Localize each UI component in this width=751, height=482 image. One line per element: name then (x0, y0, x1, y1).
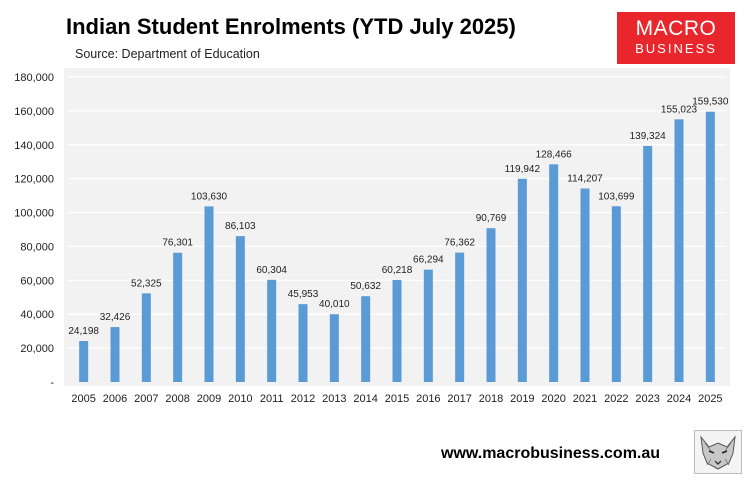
data-label: 76,301 (162, 238, 193, 249)
data-label: 66,294 (413, 255, 444, 266)
data-label: 45,953 (288, 289, 319, 300)
data-label: 76,362 (444, 238, 475, 249)
bar (580, 188, 590, 382)
data-label: 128,466 (536, 149, 573, 160)
x-tick-label: 2007 (134, 393, 158, 405)
data-label: 155,023 (661, 104, 698, 115)
y-tick-label: 20,000 (20, 343, 54, 355)
x-tick-label: 2009 (197, 393, 221, 405)
bar (423, 269, 433, 382)
x-tick-label: 2011 (260, 393, 284, 405)
data-label: 86,103 (225, 221, 256, 232)
x-tick-label: 2005 (71, 393, 95, 405)
x-tick-label: 2006 (103, 393, 127, 405)
bar (549, 164, 559, 382)
y-tick-label: 140,000 (14, 140, 54, 152)
data-label: 114,207 (567, 173, 603, 184)
chart-source: Source: Department of Education (75, 47, 260, 61)
y-tick-label: 160,000 (14, 106, 54, 118)
x-tick-label: 2017 (447, 393, 471, 405)
data-label: 32,426 (100, 312, 131, 323)
bar (643, 145, 653, 382)
chart-title: Indian Student Enrolments (YTD July 2025… (66, 14, 516, 39)
data-label: 139,324 (630, 131, 667, 142)
bar (392, 279, 402, 382)
bar (611, 206, 621, 382)
bar (235, 236, 245, 382)
data-label: 60,304 (256, 265, 287, 276)
bar (455, 252, 465, 382)
x-tick-label: 2008 (165, 393, 189, 405)
x-tick-label: 2021 (573, 393, 597, 405)
macrobusiness-logo: MACRO BUSINESS (617, 12, 735, 64)
x-tick-label: 2015 (385, 393, 409, 405)
logo-line-macro: MACRO (635, 17, 717, 40)
data-label: 119,942 (505, 164, 541, 175)
bar (329, 314, 339, 382)
bar (173, 252, 183, 382)
x-tick-label: 2019 (510, 393, 534, 405)
data-label: 40,010 (319, 299, 350, 310)
y-tick-label: - (50, 377, 54, 389)
x-tick-label: 2023 (635, 393, 659, 405)
bar (298, 304, 308, 382)
x-tick-label: 2025 (698, 393, 722, 405)
x-tick-label: 2012 (291, 393, 315, 405)
bar (674, 119, 684, 382)
website-url: www.macrobusiness.com.au (441, 445, 661, 462)
bar (361, 296, 371, 382)
x-tick-label: 2018 (479, 393, 503, 405)
x-tick-label: 2020 (541, 393, 565, 405)
y-tick-label: 180,000 (14, 72, 54, 84)
x-tick-label: 2013 (322, 393, 346, 405)
data-label: 52,325 (131, 278, 162, 289)
x-tick-label: 2024 (667, 393, 691, 405)
y-tick-label: 120,000 (14, 174, 54, 186)
data-label: 24,198 (68, 326, 99, 337)
data-label: 103,630 (191, 191, 228, 202)
bar (79, 340, 89, 382)
bar (705, 111, 715, 383)
data-label: 90,769 (476, 213, 507, 224)
x-tick-label: 2022 (604, 393, 628, 405)
y-tick-label: 60,000 (20, 275, 54, 287)
y-tick-label: 80,000 (20, 241, 54, 253)
data-label: 103,699 (598, 191, 635, 202)
y-tick-label: 100,000 (14, 208, 54, 220)
bar (204, 206, 214, 382)
bar (486, 228, 496, 382)
x-tick-label: 2010 (228, 393, 252, 405)
data-label: 50,632 (350, 281, 381, 292)
x-tick-label: 2016 (416, 393, 440, 405)
wolf-mascot-icon (694, 430, 742, 474)
x-tick-label: 2014 (353, 393, 377, 405)
bar (110, 327, 120, 382)
bar (141, 293, 151, 382)
data-label: 159,530 (692, 97, 729, 108)
data-label: 60,218 (382, 265, 413, 276)
bar (517, 178, 527, 382)
logo-line-business: BUSINESS (635, 41, 717, 56)
bar (267, 279, 277, 382)
y-tick-label: 40,000 (20, 309, 54, 321)
